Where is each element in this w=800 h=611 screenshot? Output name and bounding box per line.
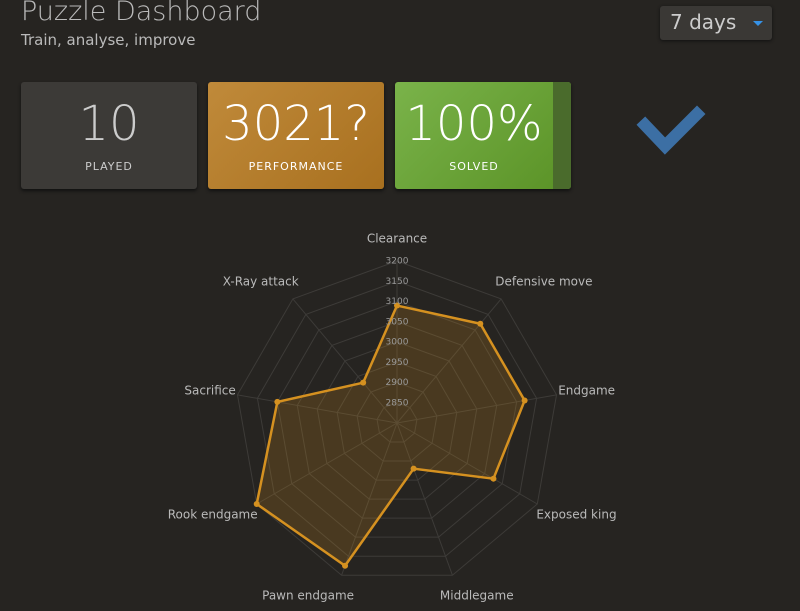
spoke — [292, 298, 398, 424]
spoke — [341, 422, 398, 576]
r-tick-label: 3100 — [386, 297, 409, 307]
axis-label: Defensive move — [495, 275, 592, 289]
card-strip — [553, 82, 571, 189]
card-performance: 3021? PERFORMANCE — [208, 82, 384, 189]
caret — [753, 21, 763, 26]
axis-label: Clearance — [367, 232, 427, 246]
spoke — [396, 422, 453, 576]
period-label: 7 days — [670, 10, 737, 34]
axis-label: Middlegame — [440, 588, 514, 602]
axis-label: Exposed king — [536, 508, 616, 522]
r-tick-label: 2850 — [386, 398, 409, 408]
r-tick-label: 3150 — [386, 277, 409, 287]
grid-ring — [236, 260, 558, 576]
spoke — [396, 298, 502, 424]
data-point — [410, 465, 417, 472]
axis-label: Rook endgame — [168, 508, 258, 522]
grid-ring — [316, 341, 478, 500]
data-point — [253, 501, 260, 507]
axis-label: Endgame — [558, 384, 615, 398]
axis-label: X-Ray attack — [223, 275, 299, 289]
r-tick-label: 2900 — [386, 378, 409, 388]
spoke — [396, 394, 557, 424]
data-point — [360, 379, 367, 386]
card-played: 10 PLAYED — [21, 82, 197, 189]
data-point — [394, 302, 400, 309]
card-label: PERFORMANCE — [248, 160, 344, 173]
r-tick-label: 2950 — [386, 358, 409, 368]
r-tick-label: 3050 — [386, 317, 409, 327]
r-tick-label: 3200 — [386, 257, 409, 267]
subtitle: Train, analyse, improve — [21, 31, 196, 49]
grid-ring — [256, 280, 538, 557]
card-label: SOLVED — [449, 160, 499, 173]
spoke — [237, 394, 398, 424]
data-point — [490, 475, 497, 482]
check-icon — [636, 105, 706, 155]
r-tick-label: 3000 — [386, 338, 409, 348]
spoke — [396, 422, 538, 505]
period-select[interactable]: 7 days — [660, 6, 772, 40]
grid-ring — [376, 402, 418, 443]
axis-label: Pawn endgame — [262, 588, 354, 602]
title: Puzzle Dashboard — [21, 0, 262, 27]
card-solved: 100% SOLVED — [395, 82, 571, 189]
grid-ring — [356, 381, 438, 462]
data-point — [521, 397, 528, 404]
data-point — [342, 562, 349, 569]
data-point — [477, 320, 484, 327]
card-value: 10 — [78, 96, 140, 152]
grid-ring — [296, 321, 498, 519]
spoke — [256, 422, 398, 505]
card-value: 3021? — [222, 96, 370, 152]
card-value: 100% — [405, 96, 543, 152]
data-area — [255, 304, 527, 568]
grid-ring — [336, 361, 458, 481]
card-label: PLAYED — [85, 160, 133, 173]
grid-ring — [276, 300, 518, 538]
axis-label: Sacrifice — [184, 384, 235, 398]
data-point — [274, 398, 281, 405]
